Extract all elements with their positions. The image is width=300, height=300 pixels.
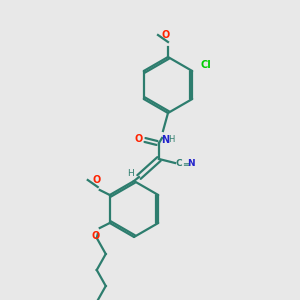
Text: H: H [128, 169, 134, 178]
Text: O: O [135, 134, 143, 144]
Text: H: H [168, 135, 174, 144]
Text: N: N [161, 135, 169, 145]
Text: O: O [162, 30, 170, 40]
Text: O: O [92, 231, 100, 241]
Text: N: N [187, 160, 195, 169]
Text: C: C [176, 160, 183, 169]
Text: ≡: ≡ [182, 160, 189, 169]
Text: Cl: Cl [200, 60, 211, 70]
Text: O: O [93, 175, 101, 185]
